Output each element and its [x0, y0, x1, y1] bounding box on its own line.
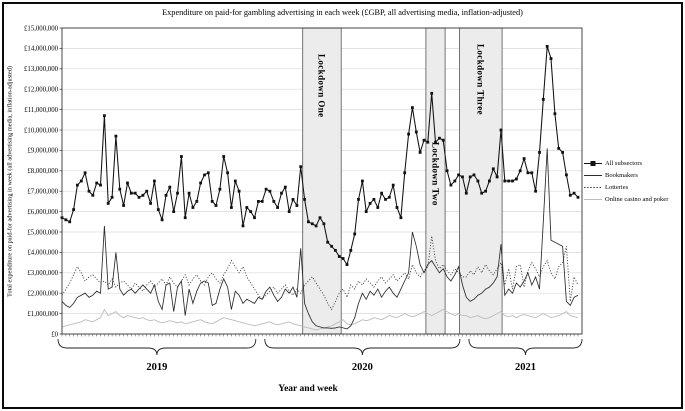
- chart-title: Expenditure on paid-for gambling adverti…: [162, 8, 523, 17]
- legend-label: Lotteries: [605, 183, 629, 191]
- y-tick-label: £2,000,000: [27, 291, 58, 298]
- legend-label: All subsectors: [605, 159, 643, 167]
- solid-line-icon: [584, 174, 602, 176]
- y-tick-label: £12,000,000: [24, 87, 59, 94]
- y-tick-label: £8,000,000: [27, 168, 58, 175]
- legend-item-online-casino-and-poker: Online casino and poker: [584, 193, 668, 205]
- light-line-icon: [584, 198, 602, 200]
- y-tick-label: £4,000,000: [27, 250, 58, 257]
- year-label-2019: 2019: [146, 362, 168, 373]
- y-tick-label: £6,000,000: [27, 209, 58, 216]
- lockdown-band-label: Lockdown Two: [430, 142, 440, 206]
- lockdown-band-label: Lockdown One: [317, 54, 327, 118]
- y-tick-label: £3,000,000: [27, 270, 58, 277]
- legend-item-bookmakers: Bookmakers: [584, 169, 668, 181]
- dotted-line-icon: [584, 186, 602, 188]
- legend-item-all-subsectors: All subsectors: [584, 157, 668, 169]
- lockdown-band-label: Lockdown Three: [476, 44, 486, 115]
- line-with-square-marker-icon: [584, 160, 602, 166]
- chart-legend: All subsectors Bookmakers Lotteries Onli…: [584, 157, 668, 205]
- y-tick-label: £11,000,000: [24, 107, 58, 114]
- y-tick-label: £1,000,000: [27, 311, 58, 318]
- y-tick-label: £15,000,000: [24, 25, 59, 32]
- y-tick-label: £13,000,000: [24, 66, 59, 73]
- y-tick-label: £14,000,000: [24, 46, 59, 53]
- y-tick-label: £0: [51, 331, 58, 338]
- x-axis-title: Year and week: [278, 384, 338, 394]
- y-tick-label: £5,000,000: [27, 229, 58, 236]
- year-label-2020: 2020: [351, 362, 373, 373]
- y-tick-label: £10,000,000: [24, 127, 59, 134]
- year-label-2021: 2021: [514, 362, 536, 373]
- y-tick-label: £7,000,000: [27, 189, 58, 196]
- legend-item-lotteries: Lotteries: [584, 181, 668, 193]
- legend-label: Bookmakers: [605, 171, 638, 179]
- y-tick-label: £9,000,000: [27, 148, 58, 155]
- legend-label: Online casino and poker: [605, 195, 669, 203]
